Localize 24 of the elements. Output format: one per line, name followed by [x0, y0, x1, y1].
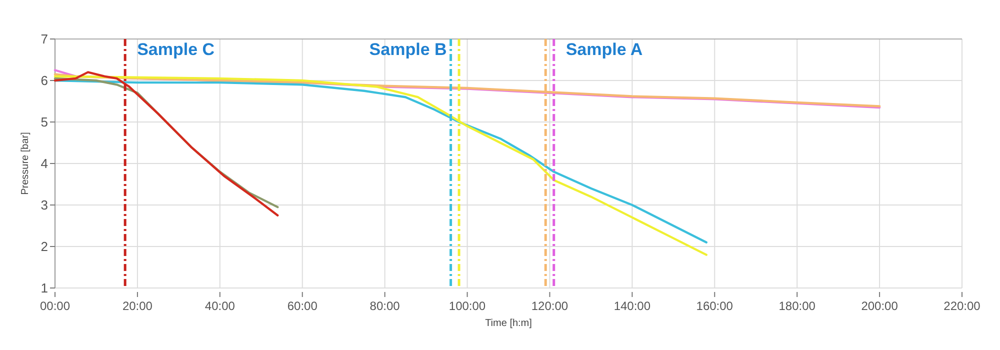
x-tick-label: 140:00 — [614, 299, 651, 313]
x-tick-label: 120:00 — [531, 299, 568, 313]
ref-line-label: Sample C — [137, 40, 215, 59]
x-tick-label: 160:00 — [696, 299, 734, 313]
x-tick-label: 200:00 — [861, 299, 898, 313]
y-tick-label: 7 — [40, 32, 48, 47]
ref-line-label: Sample A — [566, 40, 643, 59]
y-tick-label: 6 — [40, 73, 48, 88]
y-tick-label: 3 — [40, 198, 48, 213]
y-axis-title: Pressure [bar] — [20, 132, 31, 195]
x-tick-label: 60:00 — [287, 299, 318, 313]
y-tick-label: 2 — [40, 239, 48, 254]
x-tick-label: 220:00 — [944, 299, 981, 313]
x-tick-label: 80:00 — [370, 299, 400, 313]
ref-line-label: Sample B — [369, 40, 447, 59]
y-tick-label: 1 — [40, 280, 48, 296]
x-tick-label: 00:00 — [40, 299, 70, 313]
x-tick-label: 20:00 — [122, 299, 153, 313]
x-tick-label: 180:00 — [778, 299, 816, 313]
x-tick-label: 100:00 — [448, 299, 486, 313]
y-tick-label: 5 — [40, 114, 48, 130]
x-tick-label: 40:00 — [204, 299, 236, 313]
x-axis-title: Time [h:m] — [485, 318, 532, 329]
y-tick-label: 4 — [40, 156, 48, 172]
